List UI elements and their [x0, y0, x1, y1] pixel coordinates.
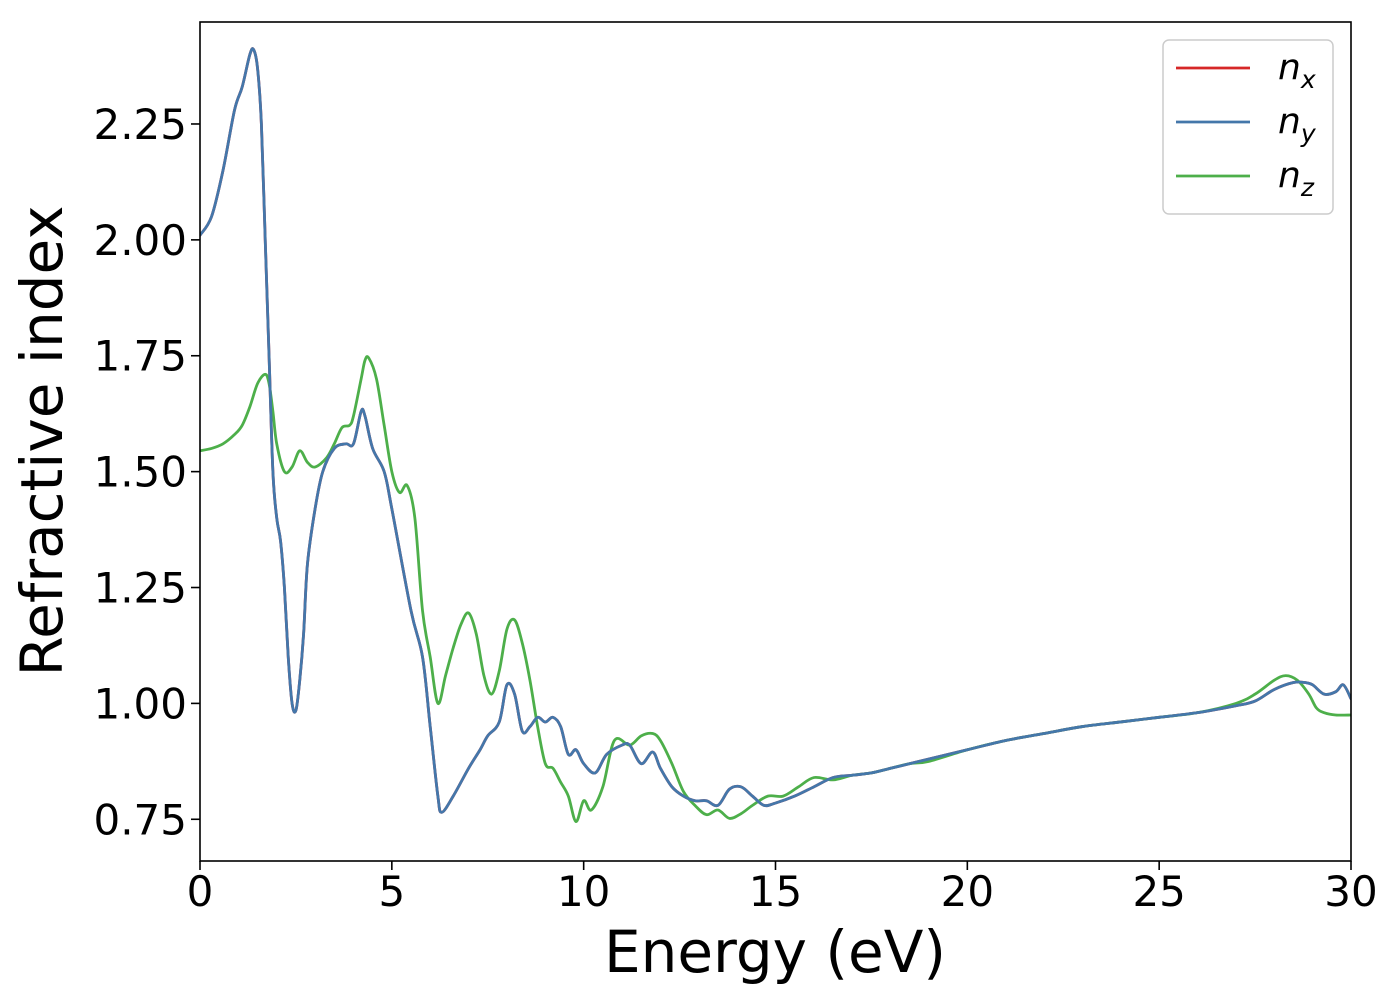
x-tick-label: 25 [1132, 867, 1185, 916]
x-tick-label: 20 [941, 867, 994, 916]
legend-label-y: ny [1278, 101, 1317, 148]
x-tick-label: 15 [749, 867, 802, 916]
legend-label-x: nx [1278, 47, 1316, 94]
y-axis-label: Refractive index [8, 205, 76, 676]
series-line-y [200, 47, 1351, 814]
y-tick-label: 1.00 [93, 679, 187, 728]
y-axis-ticks: 0.75 1.00 1.25 1.50 1.75 2.00 2.25 [93, 100, 200, 844]
plot-lines [200, 47, 1351, 824]
x-axis-ticks: 0 5 10 15 20 25 30 [187, 861, 1378, 916]
legend-label-z: nz [1278, 155, 1315, 202]
y-tick-label: 1.50 [93, 448, 187, 497]
y-tick-label: 0.75 [93, 795, 187, 844]
x-tick-label: 5 [378, 867, 405, 916]
y-tick-label: 2.00 [93, 216, 187, 265]
legend-box [1162, 39, 1334, 215]
y-tick-label: 1.25 [93, 564, 187, 613]
series-line-z [200, 355, 1351, 824]
legend: nx ny nz [1162, 39, 1334, 215]
x-tick-label: 10 [557, 867, 610, 916]
legend-items: nx ny nz [1176, 47, 1317, 202]
y-tick-label: 2.25 [93, 100, 187, 149]
x-axis-label: Energy (eV) [604, 918, 946, 986]
y-tick-label: 1.75 [93, 332, 187, 381]
x-tick-label: 30 [1324, 867, 1377, 916]
x-tick-label: 0 [187, 867, 214, 916]
